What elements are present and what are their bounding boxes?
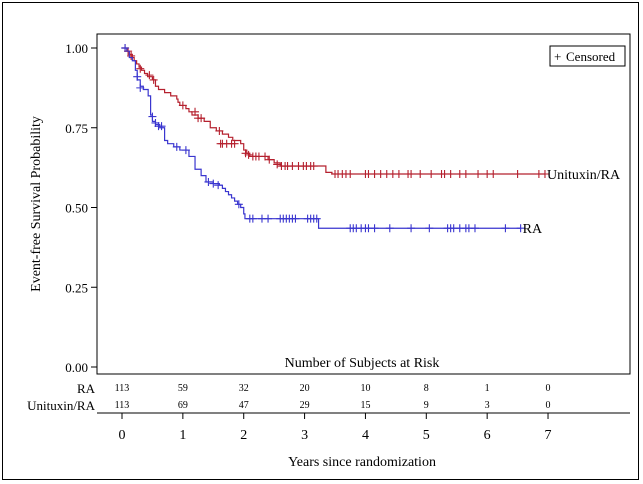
x-tick-label-3: 3 bbox=[301, 428, 308, 443]
censor-mark-unituxin-ra-56 bbox=[489, 170, 498, 179]
censor-mark-ra-35 bbox=[407, 224, 416, 233]
censor-mark-unituxin-ra-54 bbox=[474, 170, 483, 179]
risk-count-ra-1: 59 bbox=[178, 383, 188, 394]
series-label-unituxin-ra: Unituxin/RA bbox=[547, 168, 621, 183]
y-tick-label-1.00: 1.00 bbox=[65, 41, 88, 56]
censor-mark-ra-3 bbox=[148, 112, 157, 121]
censor-mark-ra-9 bbox=[204, 177, 213, 186]
censor-mark-unituxin-ra-9 bbox=[197, 114, 206, 123]
censor-mark-ra-43 bbox=[470, 224, 479, 233]
y-axis-ticks: 0.00 0.25 0.50 0.75 1.00 bbox=[65, 41, 97, 375]
risk-count-ra-3: 20 bbox=[300, 383, 310, 394]
censor-mark-ra-11 bbox=[214, 181, 223, 190]
censor-mark-unituxin-ra-4 bbox=[145, 71, 154, 80]
censor-mark-unituxin-ra-46 bbox=[407, 170, 416, 179]
censor-mark-unituxin-ra-23 bbox=[273, 160, 282, 169]
censor-mark-ra-26 bbox=[312, 214, 321, 223]
risk-count-unituxin-ra-1: 69 bbox=[178, 400, 188, 411]
legend-box bbox=[549, 45, 626, 67]
censor-mark-ra-12 bbox=[234, 200, 243, 209]
x-tick-label-6: 6 bbox=[484, 428, 491, 443]
figure-frame bbox=[2, 2, 639, 480]
censor-mark-ra-45 bbox=[516, 224, 525, 233]
risk-count-unituxin-ra-5: 9 bbox=[424, 400, 429, 411]
km-curve-ra bbox=[122, 47, 521, 229]
risk-count-ra-2: 32 bbox=[239, 383, 249, 394]
risk-count-ra-4: 10 bbox=[360, 383, 370, 394]
risk-count-unituxin-ra-4: 15 bbox=[360, 400, 370, 411]
risk-count-ra-5: 8 bbox=[424, 383, 429, 394]
risk-count-unituxin-ra-3: 29 bbox=[300, 400, 310, 411]
censor-mark-unituxin-ra-3 bbox=[136, 64, 145, 73]
x-tick-label-1: 1 bbox=[179, 428, 186, 443]
risk-row-label-ra: RA bbox=[77, 381, 96, 396]
censor-mark-ra-2 bbox=[136, 83, 145, 92]
y-tick-label-0.00: 0.00 bbox=[65, 360, 88, 375]
risk-row-label-unituxin-ra: Unituxin/RA bbox=[27, 398, 96, 413]
legend-label: Censored bbox=[566, 49, 616, 64]
risk-count-ra-6: 1 bbox=[485, 383, 490, 394]
y-axis-label: Event-free Survival Probability bbox=[29, 116, 44, 292]
censor-mark-unituxin-ra-37 bbox=[346, 170, 355, 179]
censor-mark-ra-8 bbox=[181, 146, 190, 155]
risk-count-unituxin-ra-2: 47 bbox=[239, 400, 249, 411]
censor-mark-ra-22 bbox=[291, 214, 300, 223]
censor-mark-ra-16 bbox=[264, 214, 273, 223]
y-tick-label-0.50: 0.50 bbox=[65, 201, 88, 216]
censor-mark-ra-6 bbox=[157, 122, 166, 131]
censor-mark-unituxin-ra-10 bbox=[215, 126, 224, 135]
x-tick-label-0: 0 bbox=[119, 428, 126, 443]
censor-mark-unituxin-ra-51 bbox=[446, 170, 455, 179]
censor-mark-unituxin-ra-57 bbox=[513, 170, 522, 179]
risk-count-ra-0: 113 bbox=[115, 383, 130, 394]
censor-mark-unituxin-ra-47 bbox=[416, 170, 425, 179]
censor-mark-unituxin-ra-48 bbox=[427, 170, 436, 179]
censor-mark-ra-7 bbox=[172, 142, 181, 151]
km-curve-unituxin-ra bbox=[122, 47, 545, 175]
x-axis-ticks: 0 1 2 3 4 5 6 7 bbox=[119, 413, 552, 443]
series-label-ra: RA bbox=[523, 222, 543, 237]
censor-mark-ra-34 bbox=[385, 224, 394, 233]
censor-mark-unituxin-ra-2 bbox=[127, 51, 136, 60]
censor-mark-unituxin-ra-59 bbox=[540, 170, 549, 179]
x-tick-label-4: 4 bbox=[362, 428, 369, 443]
risk-count-unituxin-ra-7: 0 bbox=[546, 400, 551, 411]
risk-count-unituxin-ra-6: 3 bbox=[485, 400, 490, 411]
censor-mark-ra-44 bbox=[501, 224, 510, 233]
x-tick-label-2: 2 bbox=[240, 428, 247, 443]
censor-mark-unituxin-ra-15 bbox=[230, 139, 239, 148]
censor-mark-unituxin-ra-44 bbox=[394, 170, 403, 179]
y-tick-label-0.75: 0.75 bbox=[65, 121, 88, 136]
x-axis-label: Years since randomization bbox=[288, 455, 436, 470]
censor-mark-unituxin-ra-17 bbox=[244, 150, 253, 159]
censor-mark-unituxin-ra-32 bbox=[309, 162, 318, 171]
censor-mark-ra-14 bbox=[248, 214, 257, 223]
censor-mark-ra-33 bbox=[370, 224, 379, 233]
legend-symbol: + bbox=[554, 49, 561, 64]
censor-mark-ra-36 bbox=[425, 224, 434, 233]
censor-mark-unituxin-ra-7 bbox=[191, 107, 200, 116]
censor-mark-unituxin-ra-53 bbox=[461, 170, 470, 179]
y-tick-label-0.25: 0.25 bbox=[65, 280, 88, 295]
risk-count-ra-7: 0 bbox=[546, 383, 551, 394]
x-tick-label-7: 7 bbox=[545, 428, 552, 443]
survival-curves bbox=[121, 44, 549, 233]
censor-mark-unituxin-ra-5 bbox=[149, 75, 158, 84]
censor-mark-ra-10 bbox=[209, 179, 218, 188]
risk-count-unituxin-ra-0: 113 bbox=[115, 400, 130, 411]
censor-mark-ra-0 bbox=[121, 44, 130, 52]
plot-area-frame bbox=[96, 33, 631, 375]
censor-mark-unituxin-ra-22 bbox=[265, 155, 274, 164]
x-tick-label-5: 5 bbox=[423, 428, 430, 443]
censor-mark-unituxin-ra-6 bbox=[178, 101, 187, 110]
censor-mark-ra-1 bbox=[133, 72, 142, 81]
risk-table-title: Number of Subjects at Risk bbox=[285, 356, 440, 371]
censor-mark-unituxin-ra-21 bbox=[261, 152, 270, 161]
